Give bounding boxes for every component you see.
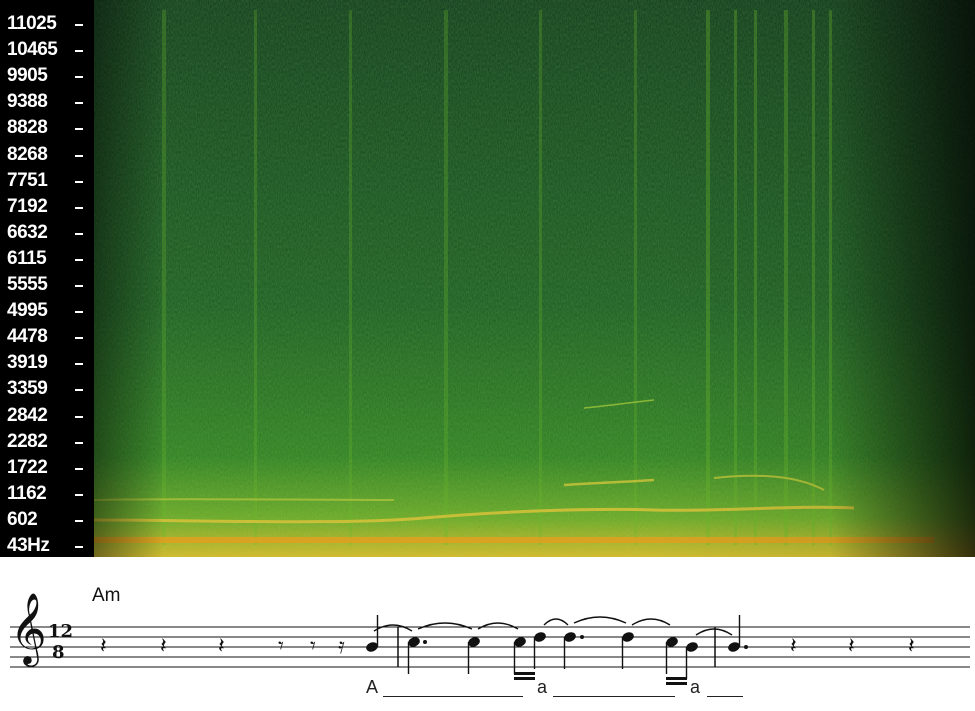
frequency-label: 3359 xyxy=(7,379,87,399)
frequency-label: 7751 xyxy=(7,170,87,191)
frequency-label: 4478 xyxy=(7,327,87,347)
beam xyxy=(666,682,687,685)
quarter-rest-icon: 𝄽 xyxy=(160,634,167,659)
quarter-rest-icon: 𝄽 xyxy=(908,634,915,659)
note-head xyxy=(666,637,678,647)
harmonic-band xyxy=(583,399,655,409)
rests: 𝄽 𝄽 𝄽 𝄾 𝄾 𝄿 𝄽 𝄽 𝄽 xyxy=(100,634,915,659)
frequency-label: 9388 xyxy=(7,92,87,112)
lyric-3: a xyxy=(690,677,701,697)
spectrogram-left-fade xyxy=(94,0,164,557)
spectrogram-image xyxy=(94,0,975,557)
lyric-2: a xyxy=(537,677,548,697)
note-head xyxy=(686,642,698,652)
tie xyxy=(543,618,569,626)
augmentation-dot xyxy=(744,645,748,649)
tie xyxy=(695,628,733,636)
quarter-rest-icon: 𝄽 xyxy=(218,634,225,659)
onset-line xyxy=(539,10,542,545)
eighth-rest-icon: 𝄾 xyxy=(278,634,284,659)
beam xyxy=(666,677,687,680)
note-head xyxy=(622,632,634,642)
quarter-rest-icon: 𝄽 xyxy=(848,634,855,659)
note-head xyxy=(534,632,546,642)
lyric-extender-1 xyxy=(383,696,523,697)
treble-clef-icon: 𝄞 xyxy=(10,591,47,667)
lyric-extender-2 xyxy=(553,696,675,697)
frequency-label: 11025 xyxy=(7,14,87,34)
frequency-label: 5555 xyxy=(7,275,87,295)
staff-lines xyxy=(10,626,970,668)
note-head xyxy=(564,632,576,642)
eighth-rest-icon: 𝄾 xyxy=(310,634,316,659)
augmentation-dot xyxy=(580,635,584,639)
onset-line xyxy=(349,10,352,545)
frequency-label: 7192 xyxy=(7,196,87,217)
notes xyxy=(366,615,748,685)
frequency-label: 3919 xyxy=(7,353,87,373)
note-head xyxy=(728,642,740,652)
frequency-label: 9905 xyxy=(7,66,87,86)
music-score: Am 𝄞 12 8 𝄽 𝄽 𝄽 𝄾 𝄾 𝄿 𝄽 𝄽 𝄽 A a a xyxy=(0,557,975,711)
quarter-rest-icon: 𝄽 xyxy=(100,634,107,659)
note-head xyxy=(468,637,480,647)
tie xyxy=(631,618,671,626)
frequency-axis: 11025 10465 9905 9388 8828 8268 7751 7192 6632 61… xyxy=(0,0,94,557)
time-signature-top: 12 xyxy=(48,621,73,642)
frequency-label: 6632 xyxy=(7,222,87,243)
beam xyxy=(514,677,535,680)
spectrogram-right-fade xyxy=(654,0,975,557)
frequency-label: 8268 xyxy=(7,144,87,165)
lyric-extender-3 xyxy=(707,696,743,697)
onset-line xyxy=(634,10,637,545)
note-head xyxy=(408,637,420,647)
augmentation-dot xyxy=(423,640,427,644)
frequency-label: 43Hz xyxy=(7,536,87,556)
quarter-rest-icon: 𝄽 xyxy=(790,634,797,659)
staff: 𝄞 12 8 𝄽 𝄽 𝄽 𝄾 𝄾 𝄿 𝄽 𝄽 𝄽 xyxy=(10,591,970,685)
spectrogram-panel: 11025 10465 9905 9388 8828 8268 7751 7192 6632 61… xyxy=(0,0,975,557)
frequency-label: 1722 xyxy=(7,457,87,478)
tie xyxy=(477,622,519,630)
frequency-label: 10465 xyxy=(7,40,87,60)
time-signature-bottom: 8 xyxy=(52,642,65,663)
harmonic-band xyxy=(563,478,655,487)
tie xyxy=(373,624,413,632)
onset-line xyxy=(254,10,257,545)
note-head xyxy=(514,637,526,647)
beam xyxy=(514,672,535,675)
sixteenth-rest-icon: 𝄿 xyxy=(338,634,345,659)
frequency-label: 602 xyxy=(7,509,87,530)
frequency-label: 1162 xyxy=(7,483,87,504)
tie xyxy=(417,622,473,630)
note-head xyxy=(366,642,378,652)
frequency-label: 2282 xyxy=(7,431,87,452)
frequency-label: 2842 xyxy=(7,405,87,426)
lyric-1: A xyxy=(366,677,379,697)
frequency-label: 4995 xyxy=(7,301,87,321)
tie xyxy=(573,616,627,624)
frequency-label: 6115 xyxy=(7,248,87,269)
onset-line xyxy=(444,10,448,545)
chord-symbol: Am xyxy=(92,585,121,606)
frequency-label: 8828 xyxy=(7,118,87,138)
